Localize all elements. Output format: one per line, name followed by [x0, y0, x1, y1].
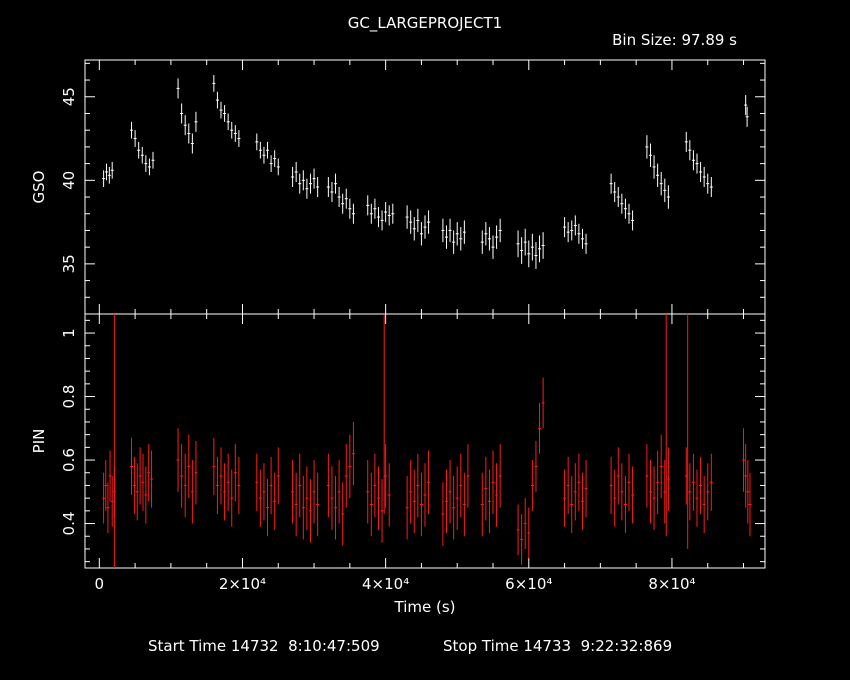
- x-tick-label: 8×10⁴: [648, 575, 695, 593]
- pin-panel: 0.4 0.6 0.8 1 PIN: [30, 313, 766, 569]
- x-tick-label: 4×10⁴: [362, 575, 409, 593]
- gso-panel: 35 40 45 GSO: [30, 59, 766, 315]
- pin-frame: [84, 313, 766, 569]
- x-tick-label: 2×10⁴: [219, 575, 266, 593]
- y-tick-label: 45: [60, 87, 78, 106]
- x-axis-label: Time (s): [394, 598, 456, 616]
- plot-panels: 35 40 45 GSO 0.4 0.6 0.8 1 PIN 0 2×10⁴ 4×10⁴ 6×10⁴ 8×…: [30, 59, 766, 593]
- start-time-label: Start Time 14732 8:10:47:509: [148, 637, 380, 655]
- y-tick-label: 0.4: [60, 512, 78, 536]
- y-tick-label: 1: [60, 328, 78, 338]
- gso-series: [102, 75, 749, 269]
- stop-time-label: Stop Time 14733 9:22:32:869: [443, 637, 672, 655]
- y-tick-label: 35: [60, 254, 78, 273]
- gso-y-axis-label: GSO: [30, 171, 48, 204]
- pin-series: [102, 314, 752, 568]
- bin-size-label: Bin Size: 97.89 s: [612, 31, 737, 49]
- y-tick-label: 40: [60, 171, 78, 190]
- x-tick-label: 6×10⁴: [505, 575, 552, 593]
- x-tick-labels: 0 2×10⁴ 4×10⁴ 6×10⁴ 8×10⁴: [95, 575, 696, 593]
- chart-title: GC_LARGEPROJECT1: [348, 14, 502, 33]
- y-tick-label: 0.8: [60, 385, 78, 409]
- x-tick-label: 0: [95, 575, 105, 593]
- pin-y-axis-label: PIN: [30, 429, 48, 454]
- gso-frame: [84, 59, 766, 315]
- y-tick-label: 0.6: [60, 448, 78, 472]
